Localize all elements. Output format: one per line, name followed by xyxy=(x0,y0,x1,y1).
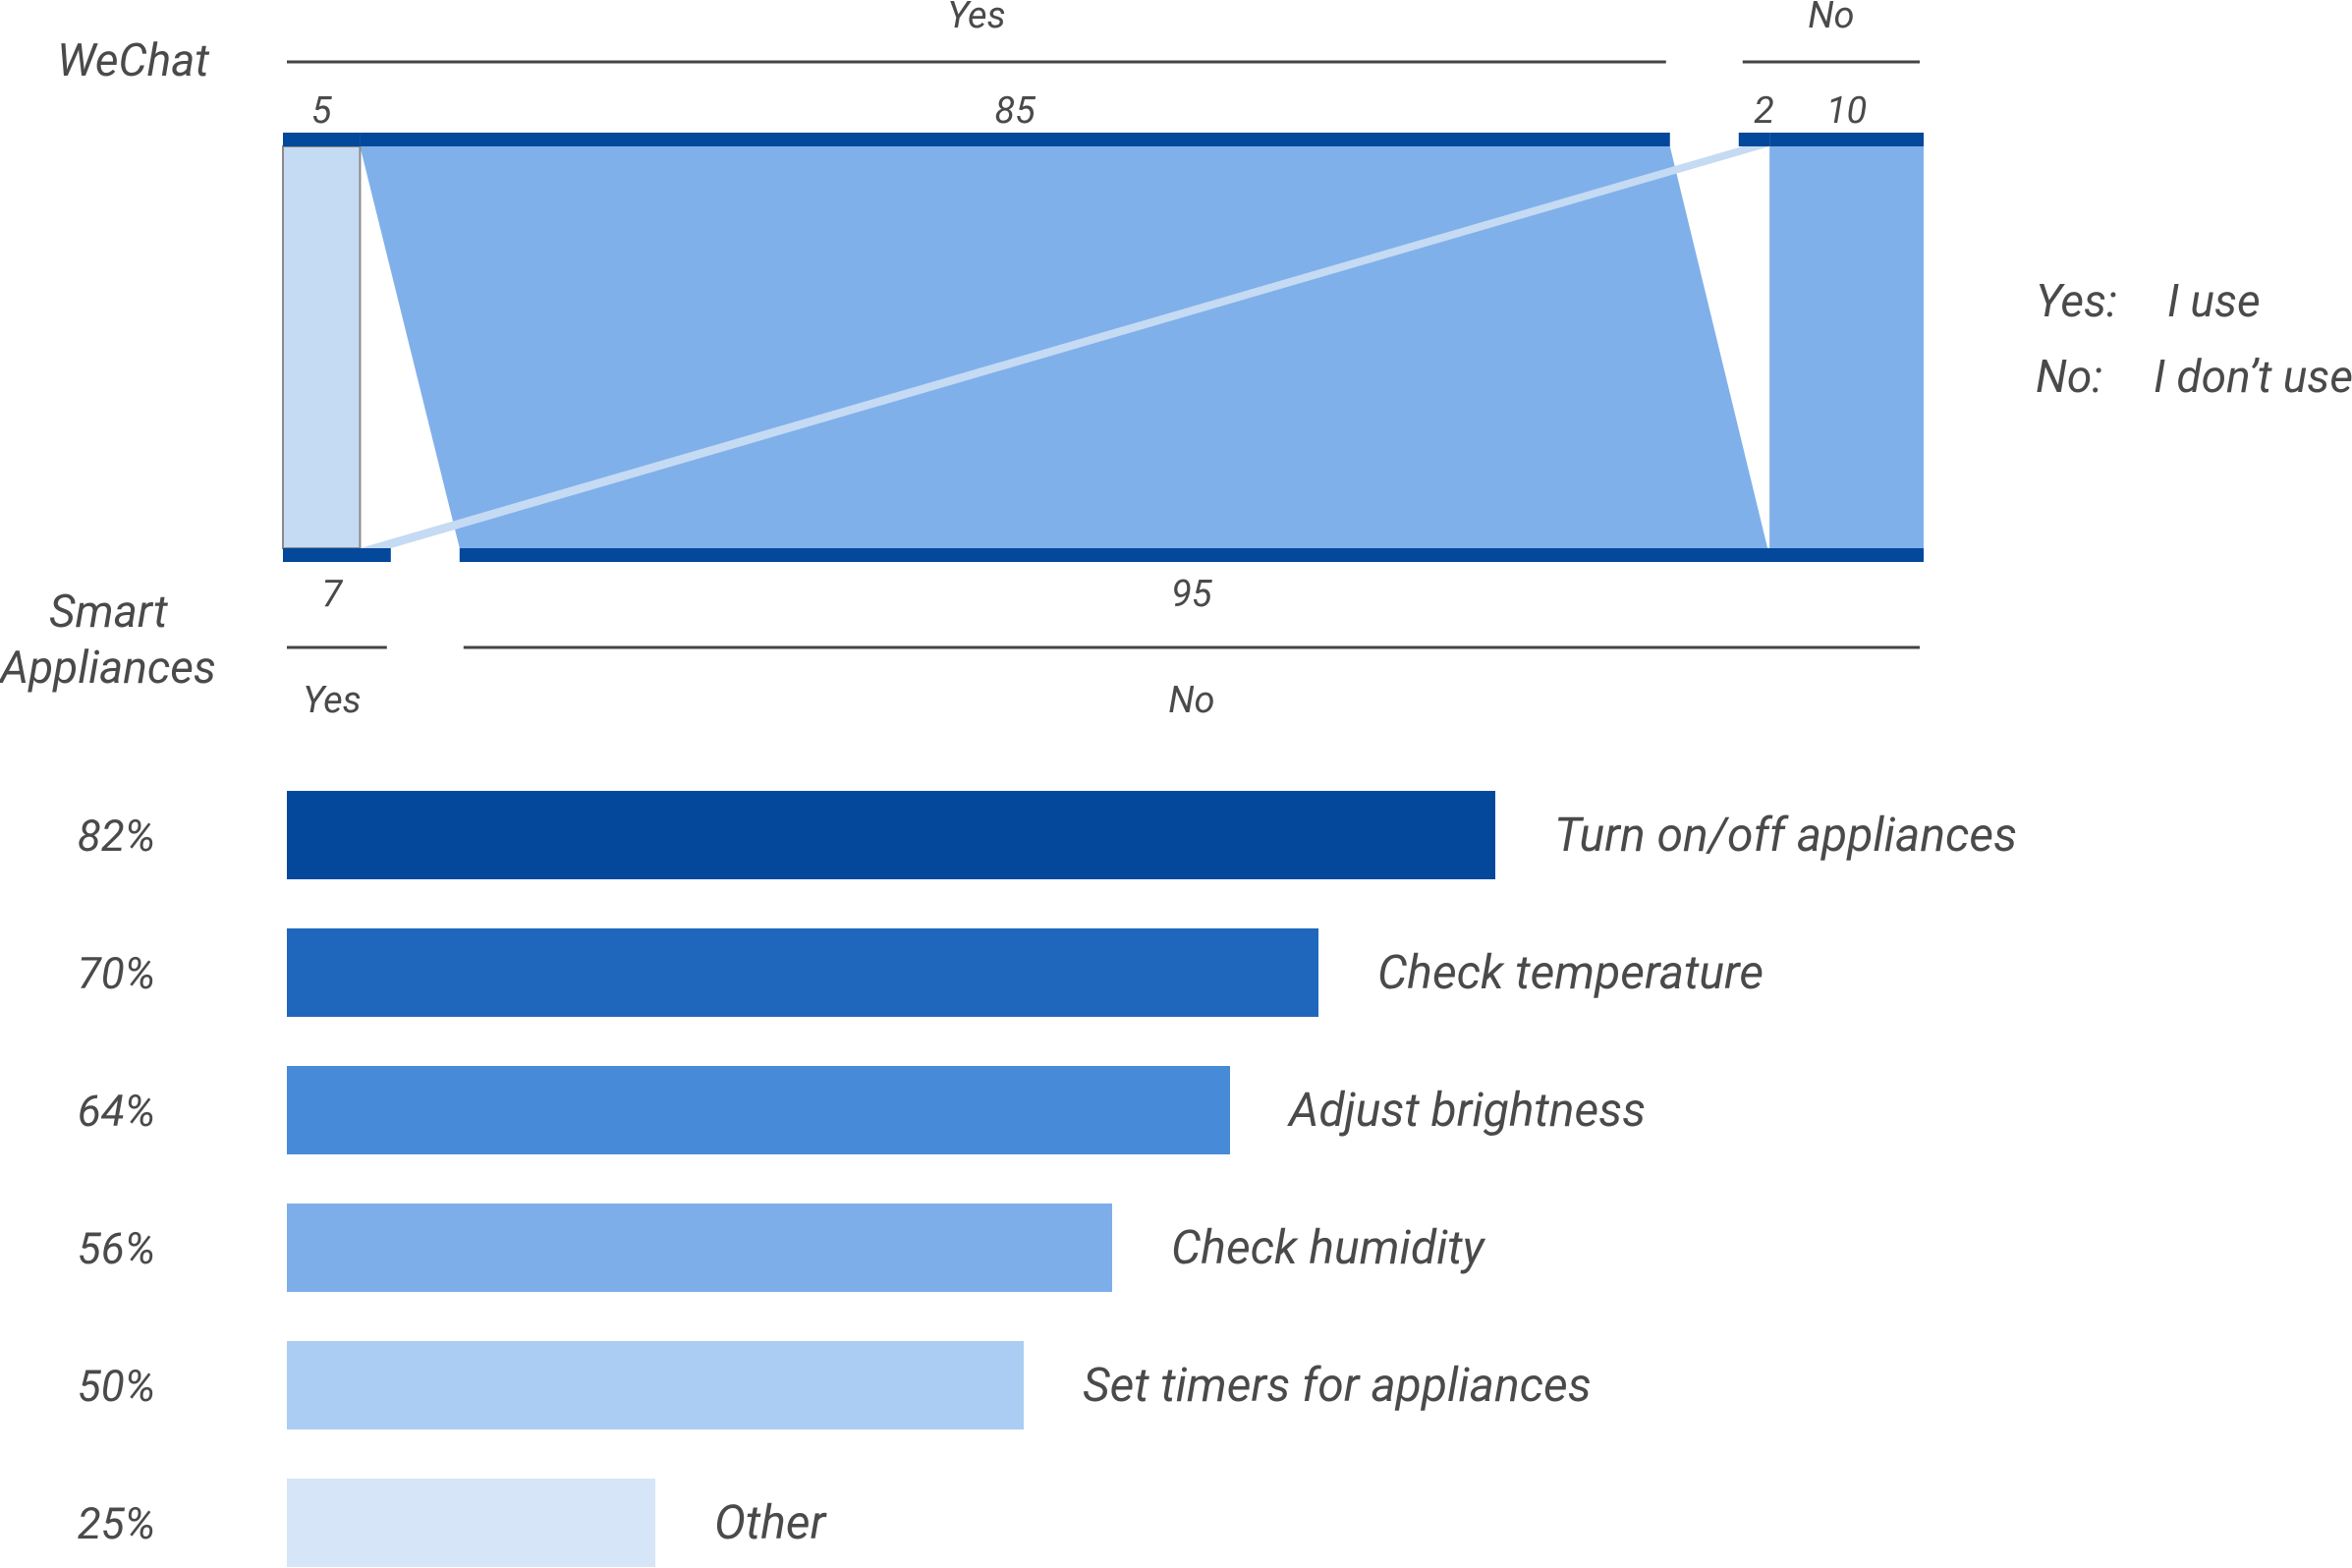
top-node-bar-3 xyxy=(1769,133,1924,146)
bottom-node-bar-1 xyxy=(459,548,1924,562)
bottom-group-label-1: No xyxy=(1168,679,1214,722)
top-node-bar-0 xyxy=(283,133,361,146)
legend-no-text: I don’t use xyxy=(2154,351,2352,404)
bar-value-label-2: 64% xyxy=(78,1086,155,1137)
bar-category-label-0: Turn on/off appliances xyxy=(1554,807,2017,863)
bar-1 xyxy=(287,928,1318,1017)
alluvial-nodes xyxy=(283,133,1924,562)
top-group-label-0: Yes xyxy=(947,0,1006,37)
bar-value-label-1: 70% xyxy=(78,948,155,999)
top-segment-value-0: 5 xyxy=(311,89,332,133)
top-node-bar-2 xyxy=(1738,133,1770,146)
legend-no-key: No: xyxy=(2036,351,2102,404)
alluvial-flows xyxy=(282,145,1924,549)
bar-2 xyxy=(287,1066,1230,1154)
legend-yes-key: Yes: xyxy=(2036,275,2117,328)
bottom-node-value-1: 95 xyxy=(1171,573,1212,616)
top-segment-value-3: 10 xyxy=(1826,89,1867,133)
top-segment-value-2: 2 xyxy=(1754,89,1774,133)
bar-category-label-5: Other xyxy=(714,1494,827,1550)
bottom-axis-label-line2: Appliances xyxy=(0,642,216,695)
horizontal-bar-chart: 82% Turn on/off appliances 70% Check temper… xyxy=(78,791,2017,1567)
alluvial-text: WeChat Smart Appliances Yes: I use No: I… xyxy=(0,0,2352,722)
top-segment-value-1: 85 xyxy=(994,89,1036,133)
bar-5 xyxy=(287,1479,655,1567)
bar-category-label-3: Check humidity xyxy=(1171,1219,1486,1275)
legend-yes-text: I use xyxy=(2167,275,2261,328)
bar-3 xyxy=(287,1204,1112,1292)
bar-value-label-4: 50% xyxy=(78,1361,155,1412)
bar-value-label-5: 25% xyxy=(78,1498,155,1549)
bar-0 xyxy=(287,791,1495,879)
bar-category-label-4: Set timers for appliances xyxy=(1083,1357,1592,1413)
top-axis-label: WeChat xyxy=(57,34,209,87)
bar-4 xyxy=(287,1341,1024,1429)
flow-wechat-no-to-smart-yes xyxy=(360,146,1770,548)
flow-wechat-no-to-smart-no xyxy=(1769,146,1924,548)
bar-value-label-3: 56% xyxy=(78,1223,155,1274)
bar-category-label-1: Check temperature xyxy=(1377,944,1764,1000)
flow-wechat-yes-to-smart-yes xyxy=(282,145,362,549)
axis-group-rules xyxy=(287,60,1920,649)
bottom-node-value-0: 7 xyxy=(322,573,344,616)
top-group-label-1: No xyxy=(1808,0,1854,37)
top-node-bar-1 xyxy=(360,133,1670,146)
bar-value-label-0: 82% xyxy=(78,811,155,862)
bar-category-label-2: Adjust brightness xyxy=(1287,1082,1646,1138)
bottom-axis-label-line1: Smart xyxy=(49,586,168,639)
bottom-node-bar-0 xyxy=(283,548,391,562)
bottom-group-label-0: Yes xyxy=(303,679,362,722)
